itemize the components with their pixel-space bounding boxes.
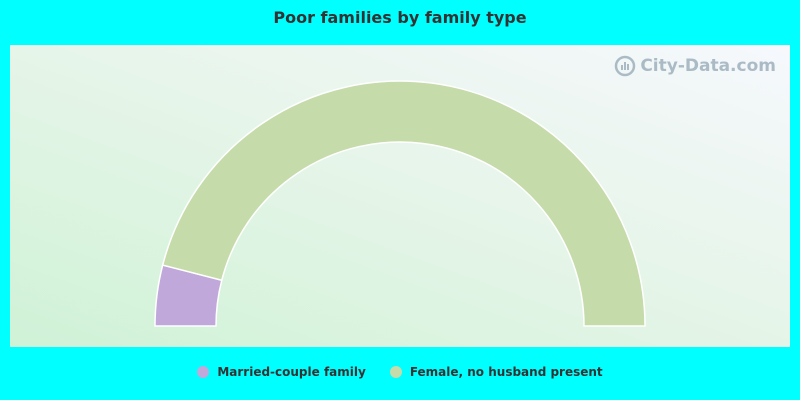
legend-swatch-married-couple [197,366,210,378]
legend-label-married-couple: Married-couple family [217,365,366,379]
watermark: City-Data.com [614,55,776,77]
slice-female-no-husband-present[interactable] [161,80,646,327]
chart-title: Poor families by family type [273,8,527,27]
city-data-logo-icon [615,55,636,77]
legend-item-female-no-husband: Female, no husband present [389,365,603,379]
legend: Married-couple family Female, no husband… [0,365,800,379]
half-donut-chart [154,80,646,327]
plot-area: City-Data.com [10,45,790,347]
watermark-text: City-Data.com [640,56,776,76]
legend-item-married-couple: Married-couple family [197,365,366,379]
legend-swatch-female-no-husband [389,366,402,378]
legend-label-female-no-husband: Female, no husband present [409,365,603,379]
